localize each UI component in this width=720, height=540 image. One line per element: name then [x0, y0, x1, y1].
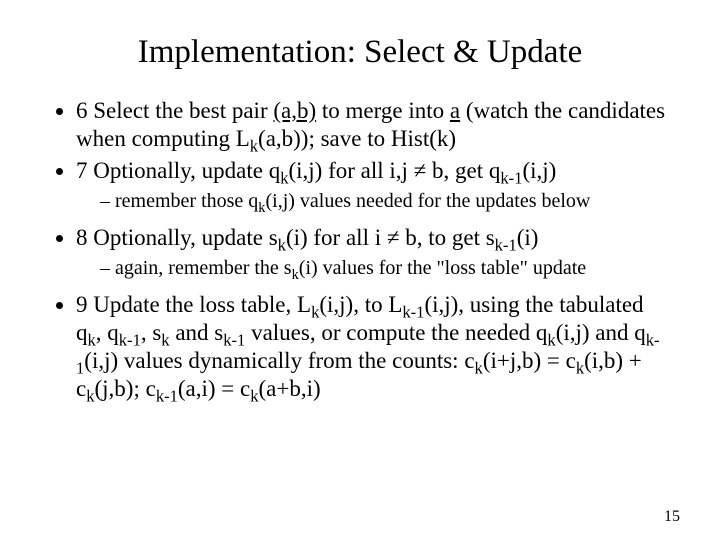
text: 6 Select the best pair — [76, 98, 273, 123]
bullet-9: 9 Update the loss table, Lk(i,j), to Lk-… — [76, 291, 672, 403]
text: (i) — [517, 225, 539, 250]
subscript: k — [250, 137, 258, 156]
underline-pair: (a,b) — [273, 98, 316, 123]
text: (i,j), to L — [319, 292, 402, 317]
text: 7 Optionally, update q — [76, 158, 280, 183]
subscript: k — [278, 236, 286, 255]
text: to merge into — [316, 98, 450, 123]
text: (i,j) values dynamically from the counts… — [84, 348, 474, 373]
text: (a,b)); save to Hist(k) — [258, 126, 456, 151]
subscript: k — [547, 331, 555, 350]
text: remember those q — [115, 190, 258, 212]
bullet-6: 6 Select the best pair (a,b) to merge in… — [76, 97, 672, 153]
text: (i) for all i ≠ b, to get s — [286, 225, 495, 250]
text: (i) values for the "loss table" update — [299, 257, 586, 279]
subscript: k — [576, 359, 584, 378]
text: (i,j) values needed for the updates belo… — [265, 190, 590, 212]
text: and s — [170, 320, 224, 345]
subscript: k-1 — [156, 387, 178, 406]
text: again, remember the s — [115, 257, 292, 279]
text: , s — [141, 320, 161, 345]
sub-list: remember those qk(i,j) values needed for… — [76, 189, 672, 214]
subscript: k-1 — [402, 303, 424, 322]
underline-a: a — [450, 98, 460, 123]
text: (i,j) for all i,j ≠ b, get q — [288, 158, 500, 183]
subscript: k-1 — [500, 169, 522, 188]
text: , q — [96, 320, 119, 345]
text: (i,j) and q — [556, 320, 646, 345]
subscript: k-1 — [495, 236, 517, 255]
subscript: k — [475, 359, 483, 378]
subscript: k-1 — [223, 331, 245, 350]
bullet-7-sub: remember those qk(i,j) values needed for… — [100, 189, 672, 214]
bullet-8: 8 Optionally, update sk(i) for all i ≠ b… — [76, 224, 672, 281]
subscript: k-1 — [119, 331, 141, 350]
text: (a+b,i) — [259, 376, 321, 401]
text: 8 Optionally, update s — [76, 225, 278, 250]
slide-title: Implementation: Select & Update — [48, 34, 672, 71]
text: values, or compute the needed q — [245, 320, 547, 345]
text: (i,j) — [522, 158, 556, 183]
text: (i+j,b) = c — [483, 348, 576, 373]
text: (j,b); c — [95, 376, 156, 401]
bullet-list: 6 Select the best pair (a,b) to merge in… — [48, 97, 672, 403]
slide: Implementation: Select & Update 6 Select… — [0, 0, 720, 540]
bullet-7: 7 Optionally, update qk(i,j) for all i,j… — [76, 157, 672, 214]
subscript: k — [161, 331, 169, 350]
subscript: k — [86, 387, 94, 406]
text: (a,i) = c — [178, 376, 250, 401]
page-number: 15 — [664, 508, 680, 526]
subscript: k — [88, 331, 96, 350]
text: 9 Update the loss table, L — [76, 292, 311, 317]
subscript: k — [250, 387, 258, 406]
bullet-8-sub: again, remember the sk(i) values for the… — [100, 256, 672, 281]
subscript: k — [292, 267, 299, 283]
sub-list: again, remember the sk(i) values for the… — [76, 256, 672, 281]
